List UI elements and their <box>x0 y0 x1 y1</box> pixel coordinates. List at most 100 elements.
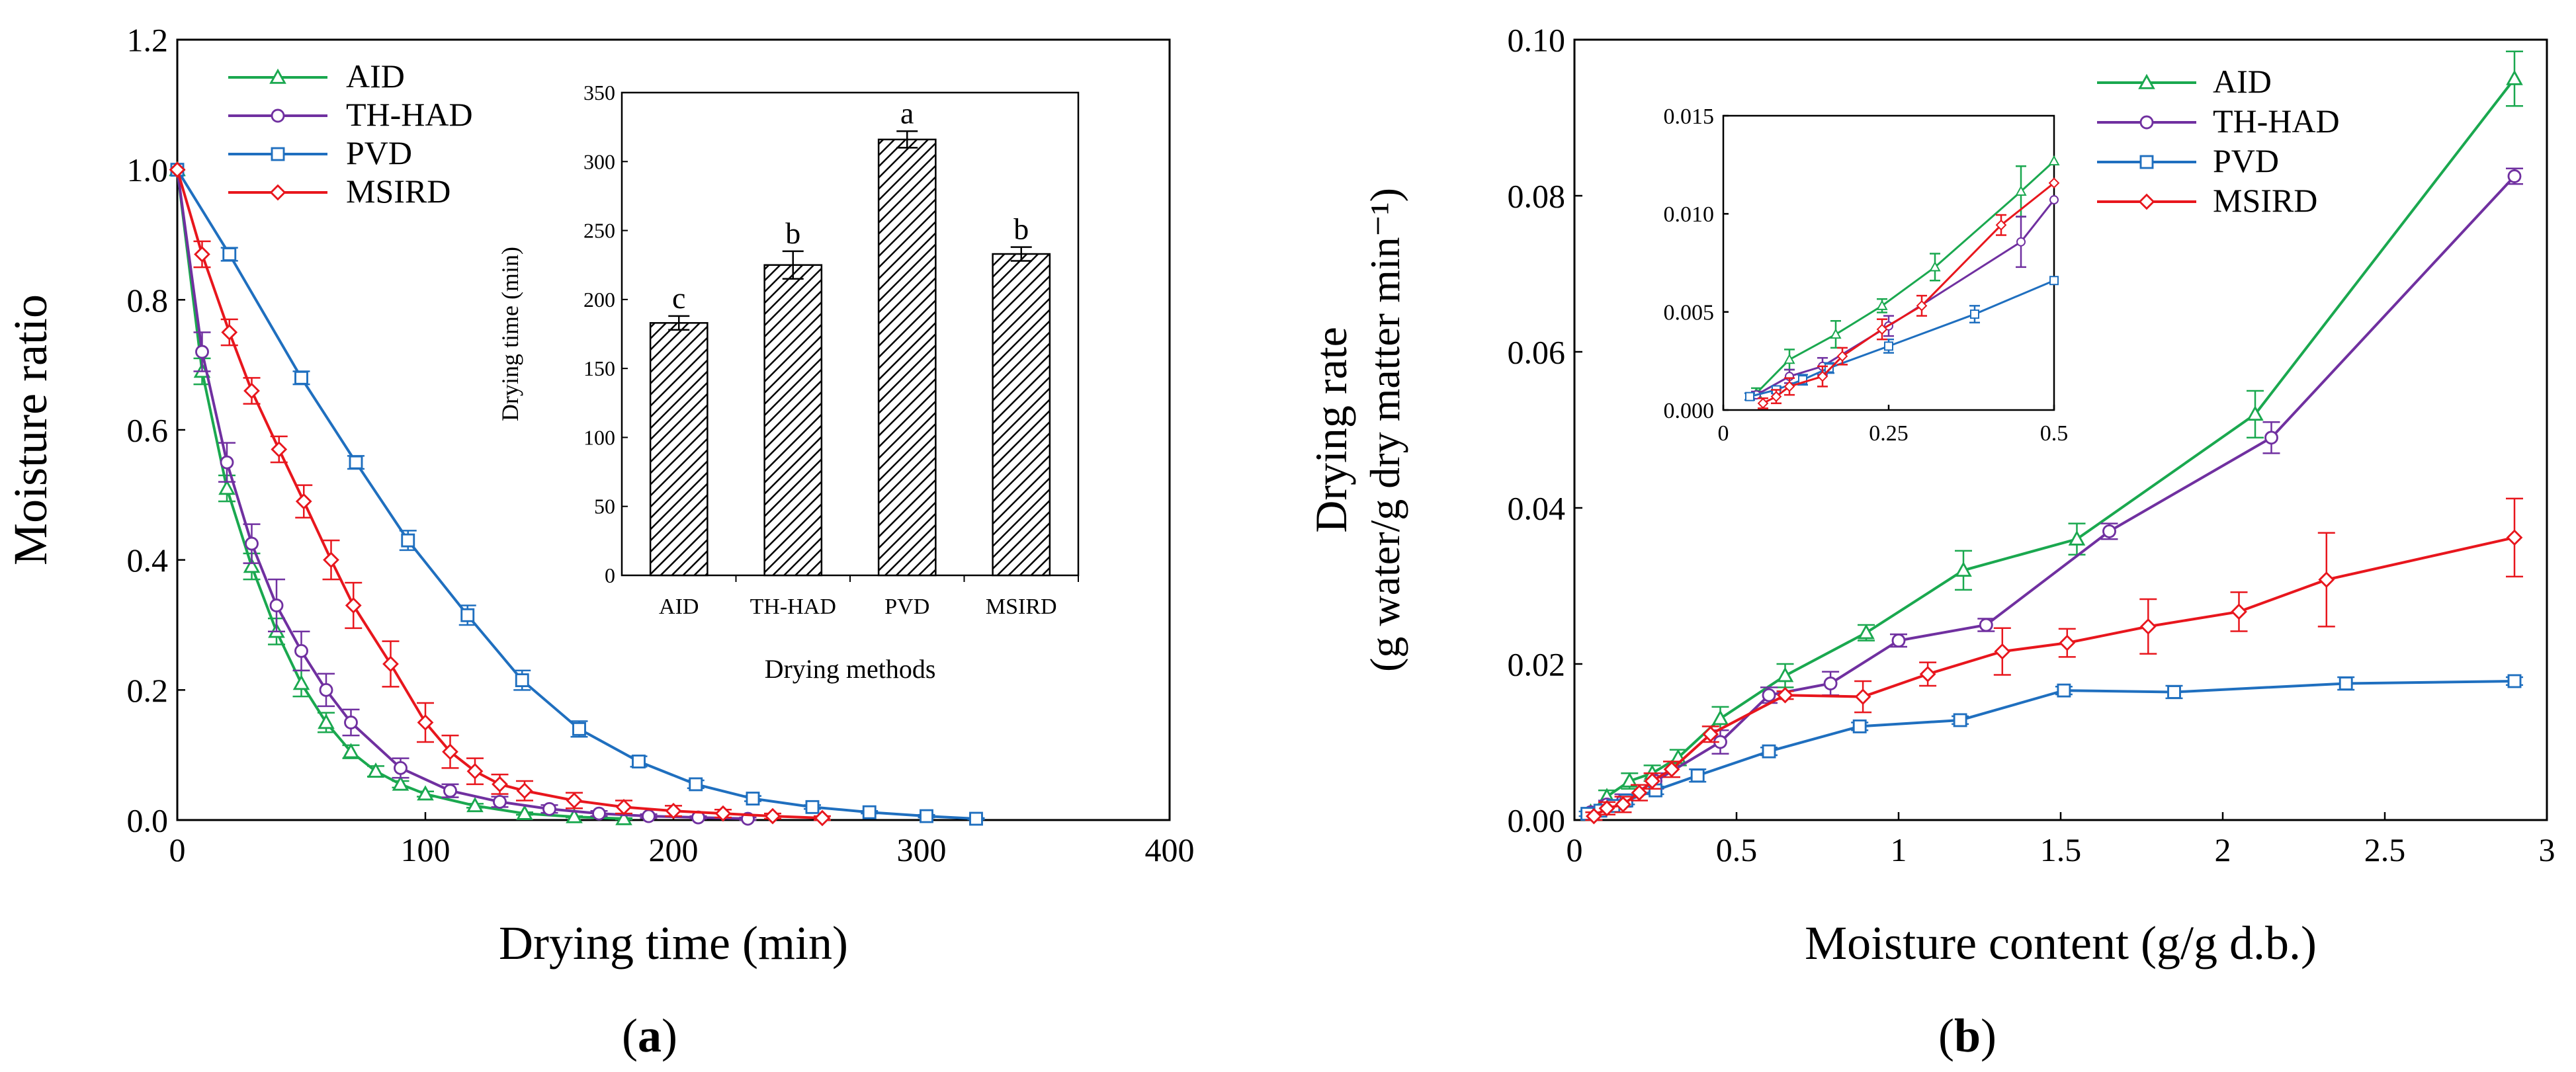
legend-label: MSIRD <box>2213 182 2317 219</box>
x-tick-label: 200 <box>649 831 699 868</box>
data-point-pvd <box>572 722 586 736</box>
x-tick-label: 0 <box>1567 831 1583 868</box>
data-point-msird <box>2048 177 2060 189</box>
y-tick-label: 0.000 <box>1664 399 1715 423</box>
panel-b-drying-rate: 0 0.5 1 1.5 2 2.5 3 0.00 0.02 0.04 0.06 0.08 0.10 AI… <box>1306 22 2555 1063</box>
panel-b-legend: AID TH-HAD PVD MSIRD <box>2097 63 2340 219</box>
y-tick-label: 0.10 <box>1508 22 1566 59</box>
x-tick-label: TH-HAD <box>750 595 836 619</box>
significance-letter: a <box>900 96 914 130</box>
legend-label: AID <box>346 58 405 95</box>
data-point-pvd <box>2049 276 2059 286</box>
data-point-th-had <box>269 598 284 612</box>
y-tick-label: 0.04 <box>1508 490 1566 527</box>
data-point-msird <box>1919 665 1936 682</box>
data-point-msird <box>271 441 288 458</box>
inset-line-series <box>1744 155 2060 409</box>
x-tick-label: 1 <box>1891 831 1907 868</box>
data-point-aid <box>2015 185 2027 196</box>
data-point-msird <box>243 382 260 399</box>
x-tick-label: 1.5 <box>2040 831 2082 868</box>
legend-label: PVD <box>346 134 412 171</box>
series-msird <box>1585 497 2523 825</box>
y-tick-label: 0.6 <box>127 412 169 449</box>
data-point-msird <box>1836 350 1848 362</box>
data-point-pvd <box>632 755 646 768</box>
inset-bar-y-axis-title: Drying time (min) <box>497 247 523 421</box>
legend-marker-th-had <box>271 108 285 123</box>
data-point-pvd <box>349 455 363 470</box>
y-tick-label: 0.015 <box>1664 104 1715 129</box>
data-point-msird <box>714 805 732 822</box>
inset-bars: c b a b <box>649 96 1051 577</box>
panel-b-series <box>1578 50 2523 825</box>
data-point-pvd <box>2507 674 2522 688</box>
data-point-msird <box>1994 643 2011 660</box>
data-point-pvd <box>805 800 820 814</box>
legend-item-aid: AID <box>2097 63 2272 100</box>
data-point-th-had <box>319 682 333 697</box>
x-tick-label: AID <box>659 595 699 619</box>
data-point-aid <box>1876 300 1888 310</box>
y-tick-label: 0.2 <box>127 672 169 709</box>
series-pvd <box>170 163 985 826</box>
data-point-pvd <box>1970 309 1979 319</box>
y-tick-label: 1.0 <box>127 151 169 188</box>
data-point-pvd <box>401 533 415 548</box>
panel-a-ticks: 0 100 200 300 400 0.0 0.2 0.4 0.6 0.8 1.0 1.2 <box>127 22 1195 869</box>
y-tick-label: 0 <box>605 563 615 587</box>
data-point-th-had <box>1891 634 1906 648</box>
inset-line-ticks: 0 0.25 0.5 0.000 0.005 0.010 0.015 <box>1664 104 2069 446</box>
data-point-msird <box>1615 796 1631 813</box>
data-point-pvd <box>294 370 308 385</box>
legend-marker-msird <box>2138 193 2155 210</box>
data-point-pvd <box>920 809 933 823</box>
data-point-msird <box>442 743 458 761</box>
series-line-msird <box>1593 536 2515 817</box>
data-point-msird <box>1631 784 1648 802</box>
data-point-msird <box>382 655 399 673</box>
legend-marker-th-had <box>2139 115 2154 130</box>
data-point-pvd <box>2339 677 2353 690</box>
data-point-th-had <box>344 716 358 729</box>
data-point-msird <box>466 763 484 780</box>
data-point-th-had <box>2264 431 2278 445</box>
series-line-aid <box>176 169 624 821</box>
panel-b-label: (b) <box>1938 1009 1996 1062</box>
data-point-aid <box>1711 710 1729 725</box>
series-line-msird <box>176 169 823 820</box>
inset-bar-ticks: 0 50 100 150 200 250 300 350 AID TH-HAD PVD MSIRD <box>583 81 1079 619</box>
data-point-th-had <box>2049 195 2059 205</box>
significance-letter: c <box>672 281 685 315</box>
y-tick-label: 150 <box>583 356 615 380</box>
data-point-th-had <box>1979 618 1993 632</box>
panel-a-legend: AID TH-HAD PVD MSIRD <box>228 58 473 210</box>
data-point-msird <box>814 809 831 827</box>
data-point-aid <box>417 785 434 801</box>
legend-item-pvd: PVD <box>2097 142 2279 179</box>
data-point-msird <box>566 792 583 809</box>
legend-label: PVD <box>2213 142 2279 179</box>
y-tick-label: 0.06 <box>1508 334 1566 371</box>
data-point-aid <box>243 557 261 573</box>
data-point-msird <box>1995 219 2007 231</box>
data-point-msird <box>1854 688 1871 705</box>
data-point-aid <box>1783 353 1795 364</box>
data-point-th-had <box>394 761 408 775</box>
panel-a-y-axis-title: Moisture ratio <box>4 294 57 565</box>
y-tick-label: 0.010 <box>1664 202 1715 227</box>
data-point-msird <box>1817 370 1828 382</box>
data-point-th-had <box>642 809 656 823</box>
x-tick-label: MSIRD <box>986 595 1057 619</box>
x-tick-label: 0 <box>1718 421 1729 446</box>
series-msird <box>169 161 831 827</box>
panel-a-x-axis-title: Drying time (min) <box>499 917 848 969</box>
x-tick-label: PVD <box>884 595 929 619</box>
data-point-msird <box>1586 807 1602 825</box>
significance-letter: b <box>1013 212 1029 246</box>
series-aid <box>1582 50 2523 819</box>
legend-label: TH-HAD <box>2213 103 2340 140</box>
data-point-th-had <box>195 345 209 359</box>
series-aid <box>169 161 632 825</box>
legend-marker-aid <box>269 68 286 84</box>
